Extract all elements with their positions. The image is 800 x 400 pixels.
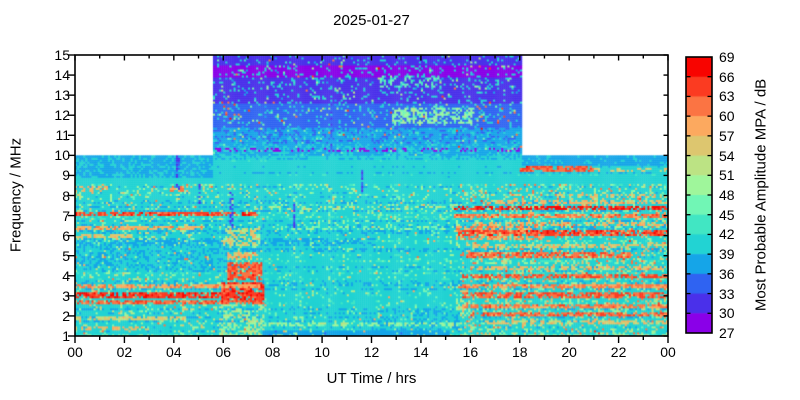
colorbar-tick-label: 30	[719, 305, 735, 322]
colorbar-tick-label: 33	[719, 285, 735, 302]
y-tick-label: 6	[62, 227, 70, 244]
colorbar-tick-label: 60	[719, 108, 735, 125]
y-tick-label: 11	[55, 127, 70, 144]
colorbar-tick-label: 63	[719, 88, 735, 105]
spectrogram-canvas	[75, 55, 668, 336]
colorbar-tick-label: 54	[719, 147, 735, 164]
x-tick-label: 00	[660, 344, 676, 360]
x-tick-label: 04	[166, 344, 182, 360]
colorbar-tick-label: 42	[719, 226, 735, 243]
x-axis-label: UT Time / hrs	[326, 370, 417, 387]
colorbar-tick-label: 36	[719, 265, 735, 282]
colorbar-tick-label: 57	[719, 127, 735, 144]
y-tick-label: 4	[62, 267, 70, 284]
x-tick-label: 14	[413, 344, 429, 360]
x-tick-label: 00	[67, 344, 83, 360]
x-tick-label: 06	[215, 344, 232, 360]
y-tick-label: 7	[62, 207, 70, 224]
colorbar-tick-label: 48	[719, 187, 735, 203]
colorbar-tick-label: 51	[719, 167, 735, 184]
y-tick-label: 5	[62, 247, 70, 264]
colorbar-label: Most Probable Amplitude MPA / dB	[752, 78, 770, 312]
x-tick-label: 12	[363, 344, 380, 360]
colorbar-tick-label: 66	[719, 68, 735, 85]
x-tick-label: 16	[462, 344, 479, 360]
x-tick-label: 22	[610, 344, 627, 360]
y-axis-label: Frequency / MHz	[7, 137, 25, 253]
y-tick-label: 15	[54, 47, 70, 63]
x-tick-label: 20	[561, 344, 577, 360]
y-tick-label: 13	[54, 87, 70, 104]
y-tick-label: 8	[62, 187, 70, 204]
y-tick-label: 12	[54, 107, 70, 124]
x-tick-label: 02	[116, 344, 133, 360]
y-tick-label: 14	[54, 67, 70, 84]
plot-title: 2025-01-27	[333, 12, 410, 29]
colorbar-tick-label: 27	[719, 325, 735, 341]
y-tick-label: 10	[54, 147, 70, 164]
y-tick-label: 3	[62, 287, 70, 304]
x-tick-label: 08	[264, 344, 281, 360]
colorbar-canvas	[686, 57, 712, 333]
colorbar-tick-label: 69	[719, 49, 735, 65]
y-tick-label: 1	[62, 328, 70, 344]
y-tick-label: 9	[62, 167, 70, 184]
y-tick-label: 2	[62, 307, 70, 324]
colorbar-tick-label: 39	[719, 246, 735, 263]
x-tick-label: 18	[511, 344, 528, 360]
colorbar-tick-label: 45	[719, 206, 735, 223]
x-tick-label: 10	[314, 344, 330, 360]
